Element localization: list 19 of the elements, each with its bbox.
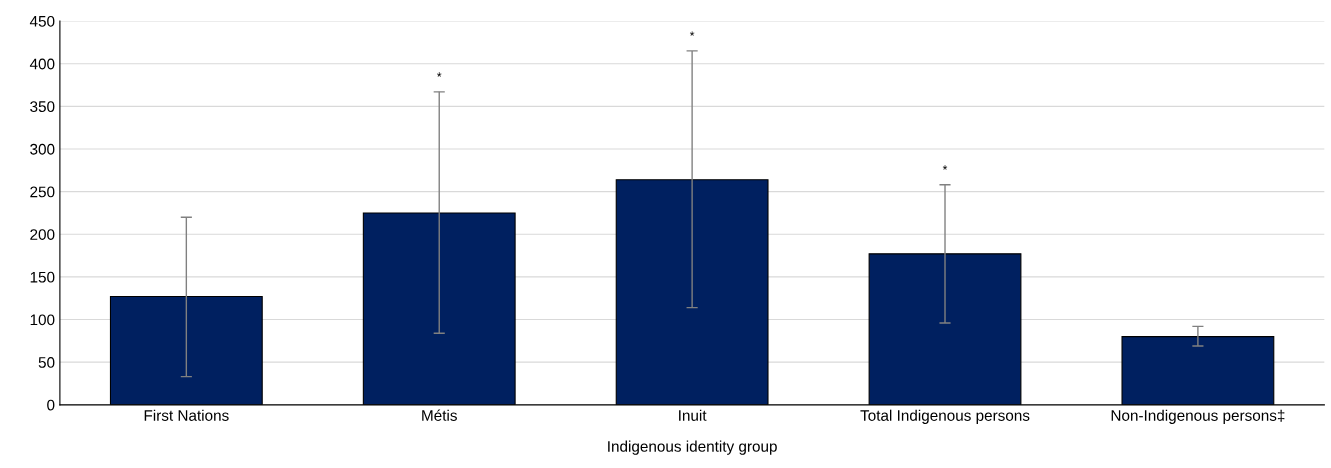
y-tick-label: 0 <box>47 399 55 411</box>
annotation: * <box>942 165 948 170</box>
x-tick-label: Non-Indigenous persons‡ <box>1111 409 1285 424</box>
y-tick-label: 50 <box>38 357 55 368</box>
x-tick-label: Inuit <box>679 409 707 421</box>
y-tick-label: 350 <box>30 101 55 113</box>
x-tick-label: Total Indigenous persons <box>860 409 1030 424</box>
annotation: * <box>437 72 442 77</box>
y-tick-label: 100 <box>30 314 55 326</box>
y-tick-label: 400 <box>29 58 55 70</box>
x-axis-title: Indigenous identity group <box>608 440 777 455</box>
y-tick-label: 250 <box>30 186 55 198</box>
y-tick-label: 450 <box>29 15 55 27</box>
x-tick-label: First Nations <box>144 409 229 421</box>
y-tick-label: 150 <box>30 271 55 283</box>
annotation: * <box>689 31 695 36</box>
y-tick-label: 200 <box>30 229 55 240</box>
y-tick-label: 300 <box>30 143 55 155</box>
x-tick-label: Métis <box>422 409 457 421</box>
